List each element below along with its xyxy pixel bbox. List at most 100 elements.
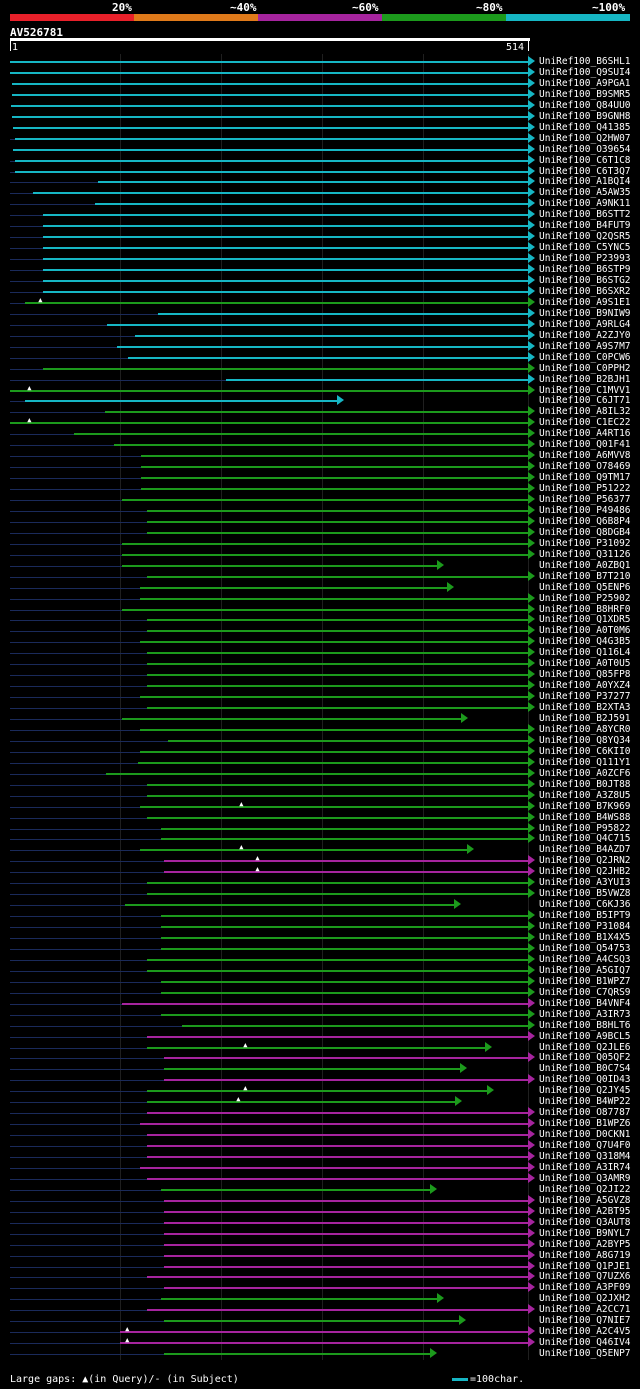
hit-label[interactable]: UniRef100_A5GVZ8 xyxy=(539,1194,631,1206)
hit-label[interactable]: UniRef100_B5VWZ8 xyxy=(539,888,631,900)
hit-bar[interactable] xyxy=(43,225,528,228)
hit-label[interactable]: UniRef100_B8HRF0 xyxy=(539,603,631,615)
hit-bar[interactable] xyxy=(15,170,528,173)
hit-bar[interactable] xyxy=(164,1199,528,1202)
hit-label[interactable]: UniRef100_B9NYL7 xyxy=(539,1227,631,1239)
hit-bar[interactable] xyxy=(106,323,528,326)
hit-bar[interactable] xyxy=(43,367,528,370)
hit-label[interactable]: UniRef100_B6STG2 xyxy=(539,275,631,286)
hit-bar[interactable] xyxy=(141,466,528,469)
hit-label[interactable]: UniRef100_C6KII0 xyxy=(539,745,631,757)
hit-bar[interactable] xyxy=(164,1068,461,1071)
hit-label[interactable]: UniRef100_Q85FP8 xyxy=(539,669,631,681)
hit-label[interactable]: UniRef100_A8IL32 xyxy=(539,406,631,418)
hit-label[interactable]: UniRef100_B5IPT9 xyxy=(539,910,631,922)
hit-bar[interactable] xyxy=(167,739,528,742)
hit-bar[interactable] xyxy=(13,148,528,151)
hit-bar[interactable] xyxy=(164,1057,528,1060)
hit-bar[interactable] xyxy=(25,400,338,403)
hit-label[interactable]: UniRef100_Q7U4F0 xyxy=(539,1140,631,1152)
hit-bar[interactable] xyxy=(147,1156,528,1158)
hit-bar[interactable] xyxy=(138,761,528,764)
hit-label[interactable]: UniRef100_A1BQI4 xyxy=(539,176,631,188)
hit-bar[interactable] xyxy=(43,269,528,272)
hit-label[interactable]: UniRef100_B7T210 xyxy=(539,570,631,582)
hit-bar[interactable] xyxy=(140,1123,528,1126)
hit-bar[interactable] xyxy=(10,61,528,63)
hit-label[interactable]: UniRef100_B1WPZ7 xyxy=(539,975,631,987)
hit-bar[interactable] xyxy=(147,509,528,512)
hit-bar[interactable] xyxy=(10,422,528,425)
hit-bar[interactable] xyxy=(147,969,528,972)
hit-bar[interactable] xyxy=(147,575,528,578)
hit-bar[interactable] xyxy=(147,1276,528,1279)
hit-label[interactable]: UniRef100_C6JT71 xyxy=(539,395,631,407)
hit-label[interactable]: UniRef100_Q3AUT8 xyxy=(539,1216,631,1228)
hit-label[interactable]: UniRef100_Q6B8P4 xyxy=(539,515,631,527)
hit-bar[interactable] xyxy=(164,1232,528,1235)
hit-bar[interactable] xyxy=(141,455,528,458)
hit-label[interactable]: UniRef100_B1X4X5 xyxy=(539,932,631,943)
hit-bar[interactable] xyxy=(140,696,528,699)
hit-label[interactable]: UniRef100_B4VNF4 xyxy=(539,997,631,1009)
hit-bar[interactable] xyxy=(164,1287,528,1290)
hit-label[interactable]: UniRef100_B6STT2 xyxy=(539,209,631,221)
hit-bar[interactable] xyxy=(114,444,528,447)
hit-bar[interactable] xyxy=(164,1221,528,1224)
hit-label[interactable]: UniRef100_B2J591 xyxy=(539,713,631,724)
hit-label[interactable]: UniRef100_C0PPH2 xyxy=(539,362,631,374)
hit-bar[interactable] xyxy=(140,586,448,589)
hit-bar[interactable] xyxy=(147,1046,485,1049)
hit-label[interactable]: UniRef100_B2XTA3 xyxy=(539,702,631,714)
hit-label[interactable]: UniRef100_Q7UZX6 xyxy=(539,1271,631,1283)
hit-label[interactable]: UniRef100_A3IR74 xyxy=(539,1161,631,1173)
hit-bar[interactable] xyxy=(141,477,528,480)
hit-label[interactable]: UniRef100_A9S7M7 xyxy=(539,340,631,352)
hit-bar[interactable] xyxy=(117,345,528,348)
hit-label[interactable]: UniRef100_B8HLT6 xyxy=(539,1019,631,1031)
hit-bar[interactable] xyxy=(128,356,528,359)
hit-bar[interactable] xyxy=(43,280,528,282)
hit-label[interactable]: UniRef100_Q3AMR9 xyxy=(539,1172,631,1184)
hit-label[interactable]: UniRef100_Q318M4 xyxy=(539,1151,631,1162)
hit-label[interactable]: UniRef100_A3Z8U5 xyxy=(539,789,631,801)
hit-label[interactable]: UniRef100_Q05QF2 xyxy=(539,1052,631,1064)
hit-bar[interactable] xyxy=(226,378,528,381)
hit-bar[interactable] xyxy=(12,82,528,85)
hit-bar[interactable] xyxy=(122,499,528,501)
hit-label[interactable]: UniRef100_A2ZJY0 xyxy=(539,329,631,341)
hit-label[interactable]: UniRef100_Q0ID43 xyxy=(539,1074,631,1086)
hit-label[interactable]: UniRef100_Q46IV4 xyxy=(539,1337,631,1349)
hit-bar[interactable] xyxy=(73,433,528,436)
hit-bar[interactable] xyxy=(164,1320,460,1323)
hit-label[interactable]: UniRef100_Q41385 xyxy=(539,121,631,133)
hit-label[interactable]: UniRef100_P23993 xyxy=(539,253,631,265)
hit-bar[interactable] xyxy=(122,1002,528,1005)
hit-bar[interactable] xyxy=(43,290,528,293)
hit-label[interactable]: UniRef100_B9NIW9 xyxy=(539,307,631,319)
hit-bar[interactable] xyxy=(122,608,528,611)
hit-label[interactable]: UniRef100_A5AW35 xyxy=(539,187,631,199)
hit-label[interactable]: UniRef100_A6MVV8 xyxy=(539,450,631,462)
hit-bar[interactable] xyxy=(15,159,528,162)
hit-bar[interactable] xyxy=(147,619,528,622)
hit-label[interactable]: UniRef100_A8YCR0 xyxy=(539,723,631,735)
hit-bar[interactable] xyxy=(164,1265,528,1268)
hit-bar[interactable] xyxy=(147,1309,528,1312)
hit-bar[interactable] xyxy=(13,126,528,129)
hit-label[interactable]: UniRef100_A9NK11 xyxy=(539,198,631,210)
hit-bar[interactable] xyxy=(122,718,462,720)
hit-label[interactable]: UniRef100_D0CKN1 xyxy=(539,1129,631,1141)
hit-bar[interactable] xyxy=(140,805,528,808)
hit-label[interactable]: UniRef100_A0ZBQ1 xyxy=(539,559,631,571)
hit-label[interactable]: UniRef100_B4AZD7 xyxy=(539,844,631,856)
hit-bar[interactable] xyxy=(120,1342,528,1345)
hit-label[interactable]: UniRef100_Q2JXH2 xyxy=(539,1293,631,1305)
hit-bar[interactable] xyxy=(12,115,528,118)
hit-bar[interactable] xyxy=(147,794,528,797)
hit-label[interactable]: UniRef100_Q9SUI4 xyxy=(539,66,631,78)
hit-label[interactable]: UniRef100_Q01F41 xyxy=(539,439,631,451)
hit-label[interactable]: UniRef100_B0JT88 xyxy=(539,778,631,790)
hit-label[interactable]: UniRef100_Q2JRN2 xyxy=(539,855,631,867)
hit-label[interactable]: UniRef100_Q2JHB2 xyxy=(539,866,631,878)
